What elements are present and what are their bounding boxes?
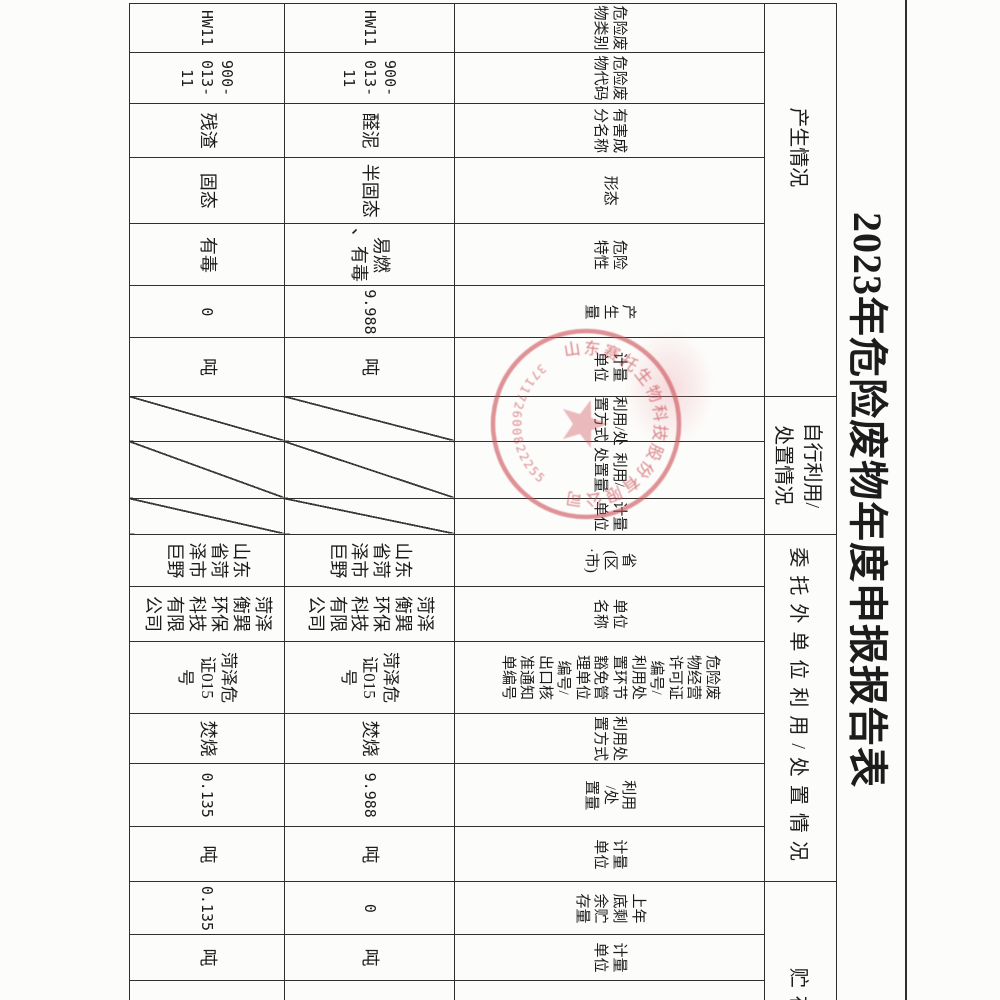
cell-prev-storage-unit: 吨 xyxy=(129,934,285,981)
col-header-province: 省 (区 ·市) xyxy=(454,534,765,587)
cell-company: 菏泽 衡巽 环保 科技 有限 公司 xyxy=(129,586,285,642)
col-header-license-number: 危险废 物经营 许可证 编号/ 利用处 置环节 豁免管 理单位 编号/ 出口核 … xyxy=(454,641,765,714)
cell-ext-unit: 吨 xyxy=(284,826,455,882)
col-header-waste-code: 危险废 物代码 xyxy=(454,52,765,104)
col-header-unit-3: 计量 单位 xyxy=(454,826,765,882)
page-top-rule xyxy=(905,0,907,1000)
seal-ring xyxy=(490,328,682,520)
diagonal-slash-cell xyxy=(129,441,285,499)
seal-star-icon xyxy=(563,400,608,448)
col-header-ext-amount: 利用 /处 置量 xyxy=(454,763,765,827)
cell-hazard: 易燃 、有毒 xyxy=(284,223,455,286)
col-header-unit-4: 计量 单位 xyxy=(454,934,765,981)
cell-prev-storage: 0 xyxy=(284,881,455,935)
cell-region: 山东 省菏 泽市 巨野 xyxy=(129,534,285,587)
cell-code: 900- 013- 11 xyxy=(129,52,285,104)
col-header-company-name: 单位 名称 xyxy=(454,586,765,642)
cell-license: 菏泽危 证015 号 xyxy=(284,641,455,714)
cell-component: 醛泥 xyxy=(284,103,455,158)
col-header-waste-category: 危险废 物类别 xyxy=(454,3,765,53)
cell-ext-unit: 吨 xyxy=(129,826,285,882)
cell-produced: 0 xyxy=(129,285,285,338)
cell-produced-unit: 吨 xyxy=(129,337,285,397)
section-external-disposal: 委托外单位利用/处置情况 xyxy=(764,534,837,882)
cell-ext-amount: 0.135 xyxy=(129,763,285,827)
cell-prev-storage: 0.135 xyxy=(129,881,285,935)
col-header-prev-storage: 上年 底剩 余贮 存量 xyxy=(454,881,765,935)
col-header-hazard-property: 危险 特性 xyxy=(454,223,765,286)
svg-text:371172600822255: 371172600822255 xyxy=(509,361,548,486)
section-self-disposal: 自行利用/ 处置情况 xyxy=(764,396,837,535)
section-storage: 贮存情况 xyxy=(764,881,837,1000)
section-header-row: 产生情况 自行利用/ 处置情况 委托外单位利用/处置情况 贮存情况 xyxy=(764,3,837,1000)
cell-company: 菏泽 衡巽 环保 科技 有限 公司 xyxy=(284,586,455,642)
cell-produced: 9.988 xyxy=(284,285,455,338)
cell-code: 900- 013- 11 xyxy=(284,52,455,104)
cell-category: HW11 xyxy=(284,3,455,53)
col-header-ext-method: 利用处 置方式 xyxy=(454,713,765,764)
cell-ext-method: 焚烧 xyxy=(129,713,285,764)
section-production: 产生情况 xyxy=(764,3,837,397)
cell-ext-amount: 9.988 xyxy=(284,763,455,827)
cell-form: 半固态 xyxy=(284,157,455,224)
diagonal-slash-cell xyxy=(284,441,455,499)
cell-clipped xyxy=(284,980,455,1000)
cell-license: 菏泽危 证015 号 xyxy=(129,641,285,714)
table-row-aldehyde-sludge: HW11 900- 013- 11 醛泥 半固态 易燃 、有毒 9.988 吨 … xyxy=(284,3,455,1000)
cell-category: HW11 xyxy=(129,3,285,53)
col-header-clipped xyxy=(454,980,765,1000)
diagonal-slash-cell xyxy=(129,498,285,535)
col-header-harmful-component: 有害成 分名称 xyxy=(454,103,765,158)
seal-number-arc-text: 371172600822255 xyxy=(509,361,548,486)
cell-clipped xyxy=(129,980,285,1000)
cell-prev-storage-unit: 吨 xyxy=(284,934,455,981)
cell-region: 山东 省菏 泽市 巨野 xyxy=(284,534,455,587)
cell-form: 固态 xyxy=(129,157,285,224)
cell-ext-method: 焚烧 xyxy=(284,713,455,764)
cell-produced-unit: 吨 xyxy=(284,337,455,397)
diagonal-slash-cell xyxy=(129,396,285,442)
cell-component: 残渣 xyxy=(129,103,285,158)
diagonal-slash-cell xyxy=(284,396,455,442)
company-seal-stamp: 山东赛托生物科技股份有限公司 371172600822255 xyxy=(490,328,682,520)
cell-hazard: 有毒 xyxy=(129,223,285,286)
table-row-residue: HW11 900- 013- 11 残渣 固态 有毒 0 吨 山东 省菏 泽市 … xyxy=(129,3,285,1000)
document-title: 2023年危险废物年度申报报告表 xyxy=(845,212,890,788)
col-header-form: 形态 xyxy=(454,157,765,224)
diagonal-slash-cell xyxy=(284,498,455,535)
